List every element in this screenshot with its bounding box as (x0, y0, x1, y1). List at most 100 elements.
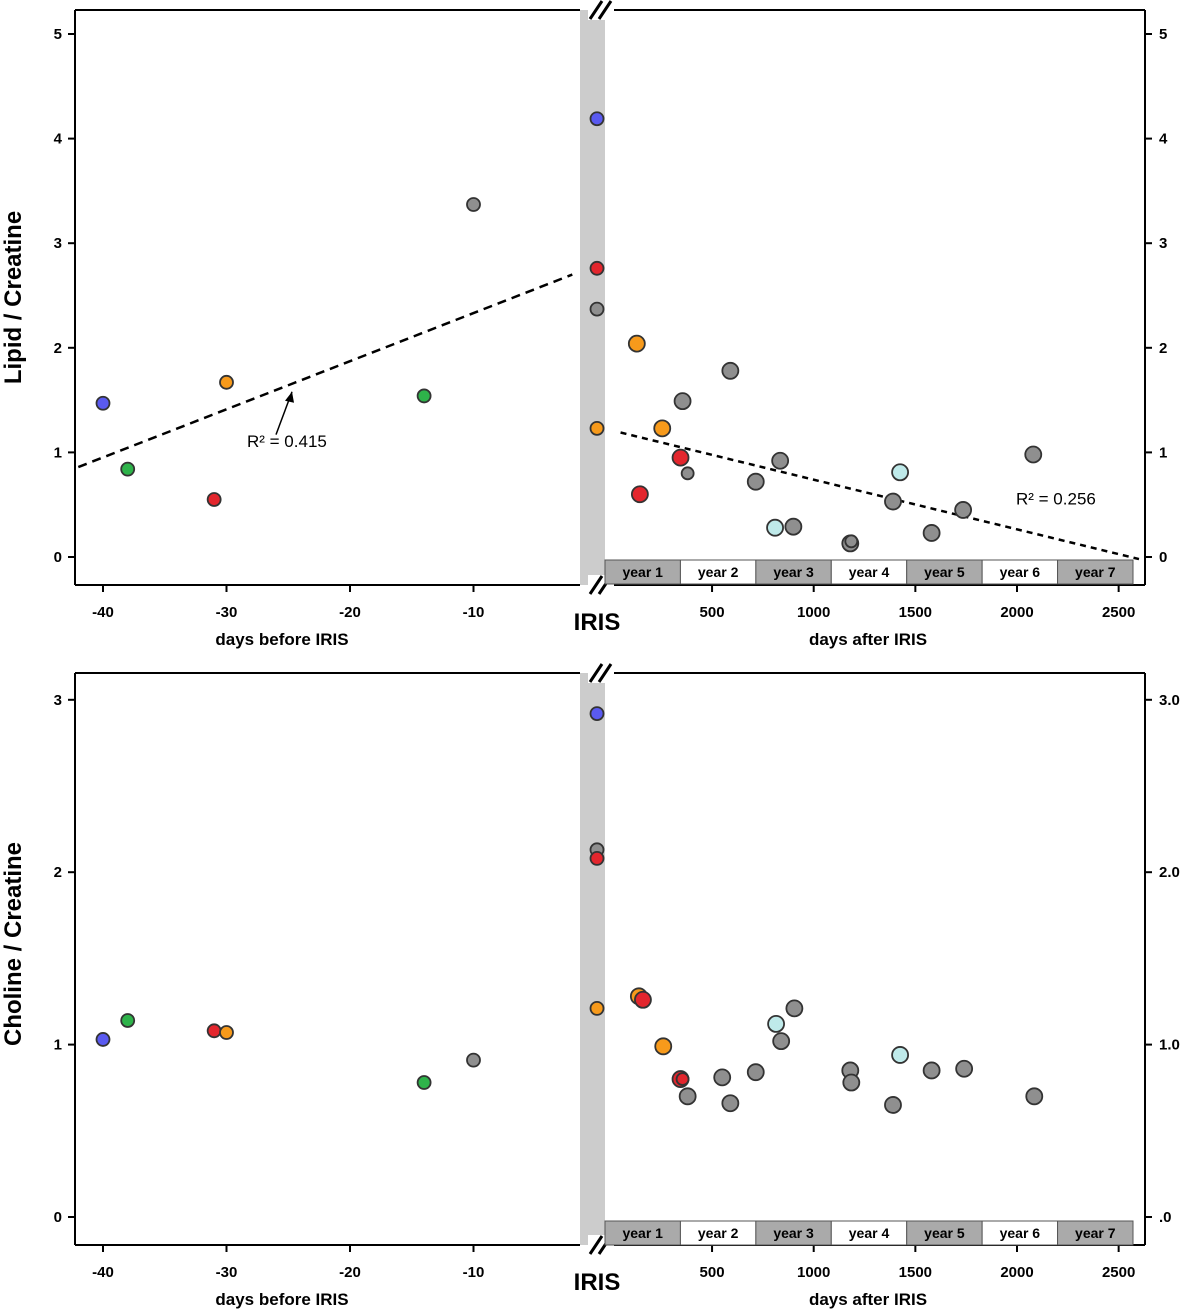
panel2-year-box (604, 1220, 681, 1246)
panel1-x-tick-label-right: 1500 (899, 604, 932, 621)
panel1-point-iris-blue (589, 111, 605, 127)
panel2-point-after-gray (1025, 1087, 1044, 1106)
panel1-y-tick-label-right: 5 (1159, 26, 1167, 43)
panel2-point-after-gray (884, 1096, 902, 1114)
panel2-point-after-gray (746, 1063, 765, 1082)
panel2-year-box (830, 1220, 908, 1246)
panel2-point-iris-blue (589, 706, 605, 721)
panel2-iris-band (580, 673, 605, 1245)
panel2-y-axis-label: Choline / Creatine (0, 842, 27, 1046)
panel1-r2-label-after: R² = 0.256 (1016, 490, 1096, 509)
panel2-point-after-gray (678, 1087, 697, 1106)
panel1-y-axis-label: Lipid / Creatine (0, 211, 27, 384)
panel1-iris-break-label: IRIS (574, 609, 621, 636)
panel1-year-label: year 7 (1075, 564, 1116, 580)
panel2-x-axis-label-right: days after IRIS (809, 1290, 927, 1309)
panel1-point-iris-red (589, 260, 605, 276)
panel1-point-after-gray (954, 501, 973, 519)
panel1-year-label: year 4 (849, 564, 890, 580)
panel2-point-after-gray (955, 1059, 974, 1078)
panel1-y-tick-label-right: 4 (1159, 131, 1168, 148)
panel2-x-tick-label-right: 500 (700, 1264, 725, 1281)
panel2-point-iris-red (589, 851, 605, 866)
panel1-point-iris-orange (589, 420, 605, 436)
panel2-year-label: year 2 (698, 1225, 739, 1241)
panel1-y-tick-label-right: 2 (1159, 340, 1167, 357)
panel2-y-tick-label-left: 1 (54, 1037, 62, 1054)
panel2-point-iris-orange (589, 1000, 605, 1016)
panel1-point-after-gray (771, 451, 790, 470)
panel2-year-label: year 1 (622, 1225, 663, 1241)
panel2-point-before-red (206, 1023, 222, 1039)
panel1-point-after-gray (746, 472, 765, 491)
panel2-y-tick-label-left: 2 (54, 864, 62, 881)
panel2-x-tick-label-left: -20 (339, 1264, 361, 1281)
panel1-year-box (830, 559, 908, 585)
panel2-x-tick-label-right: 2500 (1102, 1264, 1135, 1281)
panel1-y-tick-label-right: 3 (1159, 235, 1167, 252)
panel1-year-label: year 1 (622, 564, 663, 580)
panel1-trend-line-before (77, 273, 573, 469)
panel1-r2-arrow (275, 391, 294, 435)
panel1-point-before-orange (219, 374, 234, 390)
panel2-year-label: year 6 (1000, 1225, 1041, 1241)
panel1-point-before-green (416, 388, 432, 404)
panel1-point-before-red (206, 492, 222, 507)
panel2-year-box (679, 1220, 757, 1246)
panel1-point-after-lightblue (891, 463, 910, 482)
panel2-point-before-green (416, 1075, 432, 1090)
panel2-point-after-gray (842, 1073, 861, 1092)
panel1-x-tick-label-right: 2500 (1102, 604, 1135, 621)
panel2-y-tick-label-right: 2.0 (1159, 864, 1180, 881)
panel1-x-tick-label-left: -40 (92, 604, 114, 621)
panel2-point-after-gray (721, 1094, 740, 1113)
panel2-point-after-red (634, 990, 652, 1009)
panel2-x-tick-label-right: 1500 (899, 1264, 932, 1281)
panel1-point-after-gray (844, 534, 859, 549)
panel1-iris-band (580, 10, 605, 585)
panel2-point-after-orange (654, 1037, 673, 1056)
panel1-year-label: year 3 (773, 564, 814, 580)
panel1-year-box (1057, 559, 1134, 585)
panel1-point-after-orange (627, 334, 646, 353)
panel1-point-after-lightblue (766, 518, 784, 537)
panel2-point-after-red (675, 1072, 690, 1086)
panel1-year-box (981, 559, 1059, 585)
panel1-y-tick-label-left: 4 (54, 131, 63, 148)
panel1-year-label: year 5 (924, 564, 965, 580)
panel2-point-before-gray (466, 1052, 481, 1068)
panel1-x-axis-label-left: days before IRIS (215, 630, 348, 649)
panel2-point-after-lightblue (891, 1046, 910, 1064)
panel2-year-box (981, 1220, 1059, 1246)
panel1-point-after-gray (1024, 445, 1043, 464)
panel2-year-label: year 5 (924, 1225, 965, 1241)
panel1-point-before-green (120, 461, 136, 477)
panel1-y-tick-label-left: 2 (54, 340, 62, 357)
panel1-year-label: year 6 (1000, 564, 1041, 580)
panel1-point-after-gray (884, 492, 902, 511)
panel2-x-tick-label-left: -40 (92, 1264, 114, 1281)
panel2-point-after-gray (772, 1032, 791, 1051)
panel2-year-box (906, 1220, 983, 1246)
panel1-x-tick-label-left: -10 (463, 604, 485, 621)
panel2-y-tick-label-left: 3 (54, 692, 62, 709)
panel2-x-tick-label-left: -30 (216, 1264, 238, 1281)
panel2-year-label: year 3 (773, 1225, 814, 1241)
panel1-x-tick-label-right: 2000 (1000, 604, 1033, 621)
panel1-point-after-gray (721, 361, 740, 380)
panel2-x-tick-label-left: -10 (463, 1264, 485, 1281)
panel1-year-box (906, 559, 983, 585)
panel2-y-tick-label-right: .0 (1159, 1209, 1172, 1226)
panel1-y-tick-label-left: 3 (54, 235, 62, 252)
panel2-year-label: year 7 (1075, 1225, 1116, 1241)
panel1-point-after-red (671, 448, 690, 467)
panel2-x-tick-label-right: 1000 (797, 1264, 830, 1281)
panel2-iris-break-label: IRIS (574, 1269, 621, 1296)
panel1-point-before-blue (95, 395, 111, 411)
panel2-year-label: year 4 (849, 1225, 890, 1241)
panel1-x-tick-label-left: -20 (339, 604, 361, 621)
panel1-point-after-gray (673, 392, 692, 411)
panel1-x-axis-label-right: days after IRIS (809, 630, 927, 649)
panel1-top-break-mark (588, 0, 614, 20)
